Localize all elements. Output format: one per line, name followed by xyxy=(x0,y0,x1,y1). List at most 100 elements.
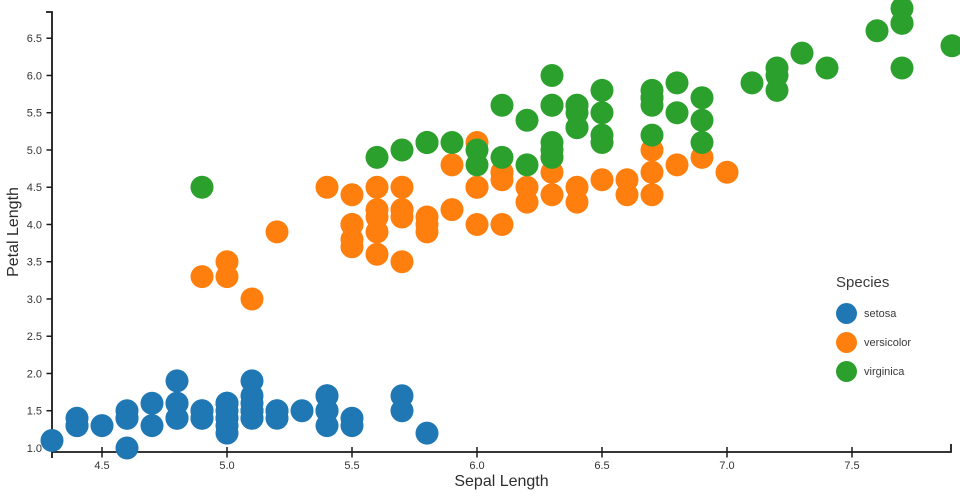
data-point-setosa xyxy=(65,414,89,438)
data-point-setosa xyxy=(215,406,239,430)
y-tick-label: 3.5 xyxy=(27,257,42,269)
y-tick-label: 3.0 xyxy=(27,294,42,306)
legend-item-versicolor[interactable]: versicolor xyxy=(836,332,960,353)
data-point-virginica xyxy=(565,101,589,125)
data-point-virginica xyxy=(590,78,614,102)
x-tick-label: 7.0 xyxy=(719,460,734,472)
data-point-setosa xyxy=(140,414,164,438)
data-point-virginica xyxy=(740,71,764,95)
data-point-versicolor xyxy=(715,160,739,184)
data-point-versicolor xyxy=(515,190,539,214)
data-point-virginica xyxy=(690,86,714,110)
data-point-virginica xyxy=(890,11,914,35)
data-point-virginica xyxy=(540,93,564,117)
data-point-virginica xyxy=(465,153,489,177)
data-point-versicolor xyxy=(365,242,389,266)
x-tick-label: 5.5 xyxy=(344,460,359,472)
data-point-versicolor xyxy=(340,235,364,259)
data-point-virginica xyxy=(765,78,789,102)
legend-item-setosa[interactable]: setosa xyxy=(836,303,960,324)
data-point-virginica xyxy=(590,101,614,125)
data-point-virginica xyxy=(865,19,889,43)
data-point-setosa xyxy=(240,391,264,415)
data-point-virginica xyxy=(640,123,664,147)
legend: Species setosa versicolor virginica xyxy=(836,274,960,390)
y-tick-label: 4.0 xyxy=(27,219,42,231)
x-tick-label: 6.0 xyxy=(469,460,484,472)
data-point-versicolor xyxy=(440,153,464,177)
data-point-versicolor xyxy=(340,183,364,207)
series-virginica xyxy=(190,0,960,199)
data-point-versicolor xyxy=(640,160,664,184)
data-point-versicolor xyxy=(665,153,689,177)
legend-item-label: versicolor xyxy=(864,336,912,349)
data-point-setosa xyxy=(415,421,439,445)
data-point-versicolor xyxy=(240,287,264,311)
data-point-setosa xyxy=(165,406,189,430)
legend-marker-setosa xyxy=(836,303,857,324)
y-tick-label: 5.0 xyxy=(27,145,42,157)
data-point-versicolor xyxy=(465,213,489,236)
x-tick-label: 5.0 xyxy=(219,460,234,472)
data-point-versicolor xyxy=(640,183,664,207)
data-point-versicolor xyxy=(590,168,614,192)
data-point-setosa xyxy=(340,414,364,438)
series-setosa xyxy=(40,369,439,460)
data-point-versicolor xyxy=(315,175,339,199)
data-point-setosa xyxy=(390,384,414,408)
data-point-setosa xyxy=(190,406,214,430)
y-tick-label: 2.0 xyxy=(27,368,42,380)
data-point-setosa xyxy=(140,391,164,415)
data-point-virginica xyxy=(190,175,214,199)
data-point-virginica xyxy=(690,131,714,154)
data-point-virginica xyxy=(490,93,514,117)
data-point-versicolor xyxy=(390,175,414,199)
data-point-virginica xyxy=(515,108,539,132)
data-point-setosa xyxy=(240,369,264,393)
data-point-versicolor xyxy=(465,175,489,199)
legend-items: setosa versicolor virginica xyxy=(836,303,960,382)
data-point-setosa xyxy=(90,414,114,438)
data-point-versicolor xyxy=(365,198,389,222)
data-point-versicolor xyxy=(415,213,439,236)
legend-marker-versicolor xyxy=(836,332,857,353)
data-point-versicolor xyxy=(565,190,589,214)
data-point-setosa xyxy=(265,399,289,423)
series-versicolor xyxy=(190,131,739,311)
data-point-versicolor xyxy=(365,175,389,199)
data-point-virginica xyxy=(940,34,960,58)
data-point-virginica xyxy=(365,145,389,169)
data-point-virginica xyxy=(815,56,839,80)
data-point-versicolor xyxy=(265,220,289,244)
data-point-setosa xyxy=(290,399,314,423)
x-axis-title: Sepal Length xyxy=(454,473,549,490)
data-point-versicolor xyxy=(190,265,214,289)
data-point-setosa xyxy=(115,406,139,430)
data-point-setosa xyxy=(115,436,139,460)
x-tick-label: 6.5 xyxy=(594,460,609,472)
data-point-virginica xyxy=(415,131,439,154)
data-point-versicolor xyxy=(390,250,414,274)
legend-title: Species xyxy=(836,274,890,291)
x-axis-line xyxy=(52,444,952,453)
data-point-virginica xyxy=(640,86,664,110)
data-point-virginica xyxy=(590,123,614,147)
data-point-setosa xyxy=(165,369,189,393)
legend-item-virginica[interactable]: virginica xyxy=(836,361,960,382)
y-tick-label: 6.5 xyxy=(27,33,42,45)
data-point-versicolor xyxy=(490,168,514,192)
x-tick-label: 4.5 xyxy=(94,460,109,472)
data-point-versicolor xyxy=(390,205,414,229)
data-point-virginica xyxy=(490,145,514,169)
data-point-versicolor xyxy=(615,183,639,207)
y-axis-title: Petal Length xyxy=(5,187,22,277)
data-point-virginica xyxy=(690,108,714,132)
data-point-setosa xyxy=(315,399,339,423)
axes: 4.5 5.0 5.5 6.0 6.5 7.0 7.5 1.0 1.5 2.0 2.5 3.0 3.5 4… xyxy=(27,11,952,472)
data-point-virginica xyxy=(790,41,814,65)
data-point-versicolor xyxy=(215,265,239,289)
legend-marker-virginica xyxy=(836,361,857,382)
data-point-versicolor xyxy=(340,213,364,236)
